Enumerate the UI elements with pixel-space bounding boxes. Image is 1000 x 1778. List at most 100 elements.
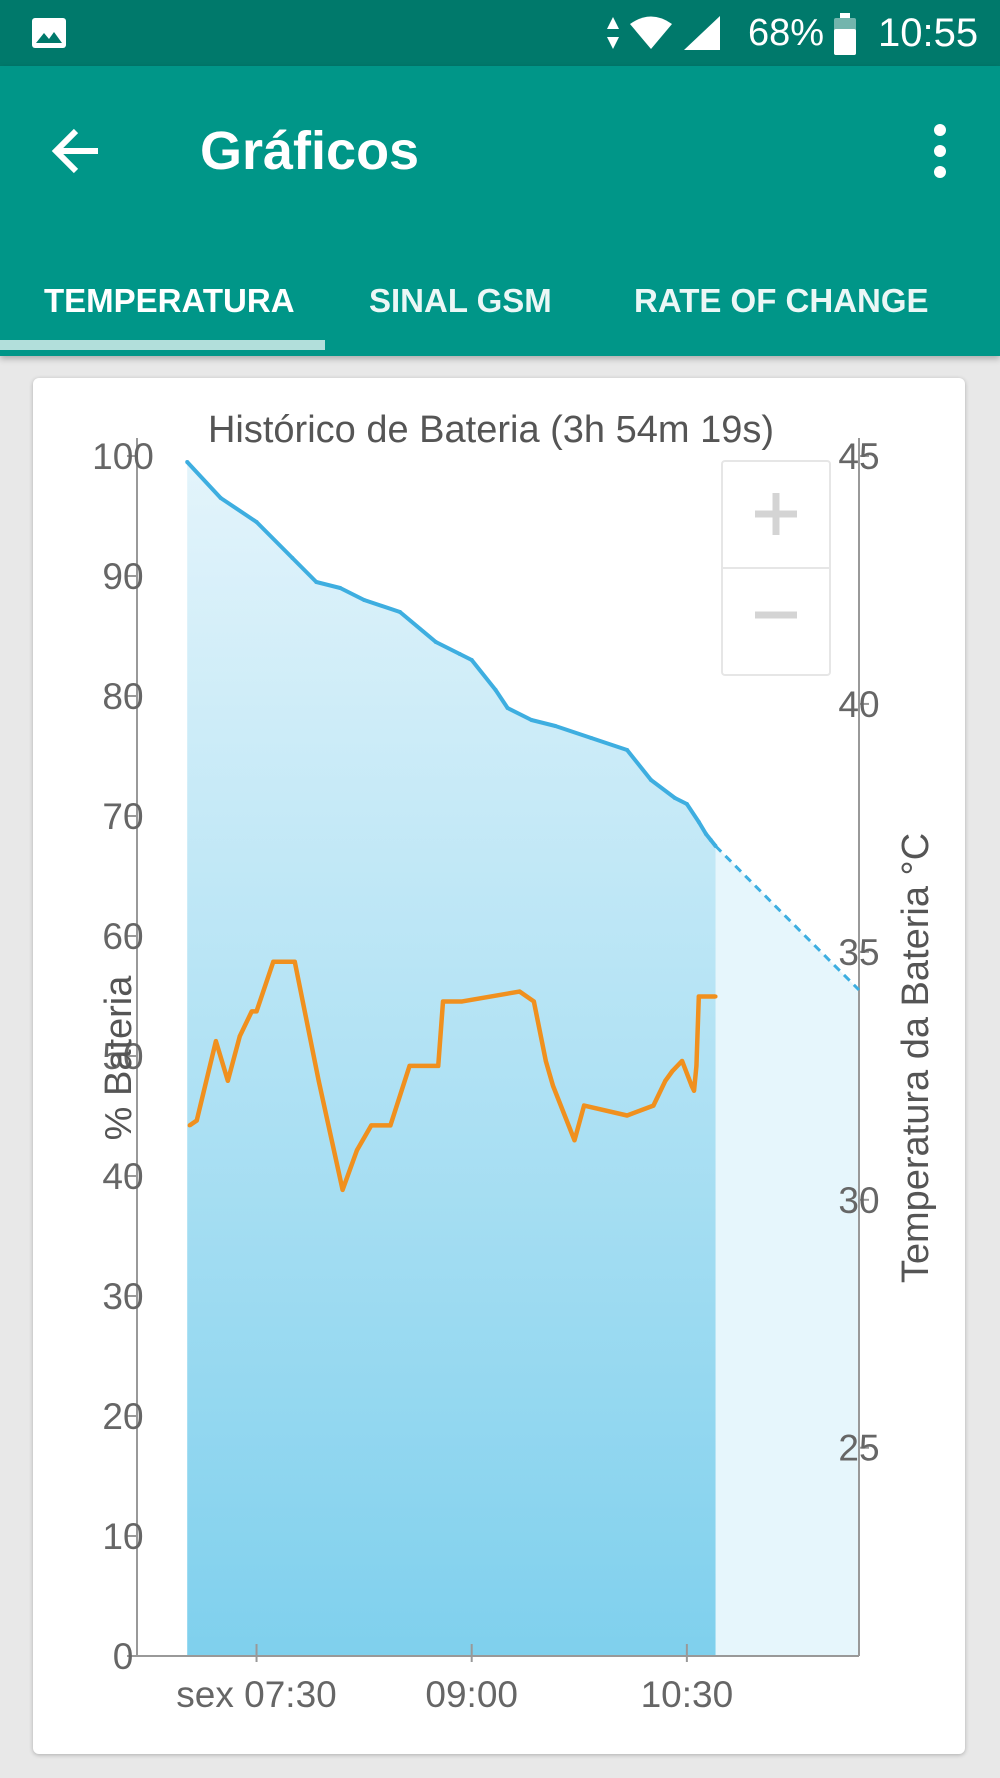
temperature-point: [460, 999, 465, 1004]
y-tick-label: 50: [102, 1036, 143, 1077]
temperature-point: [625, 1113, 630, 1118]
battery-point: [649, 778, 654, 782]
image-icon: [32, 18, 66, 48]
temperature-point: [582, 1103, 587, 1108]
status-bar: 68% 10:55: [0, 0, 1000, 66]
battery-point: [589, 736, 594, 740]
battery-point: [505, 706, 510, 710]
battery-point: [457, 652, 462, 656]
y2-tick-label: 35: [838, 932, 879, 973]
battery-point: [433, 640, 438, 644]
temperature-point: [187, 1123, 192, 1128]
y-tick-label: 70: [102, 796, 143, 837]
temperature-point: [254, 1009, 259, 1014]
temperature-point: [369, 1123, 374, 1128]
battery-icon: [834, 13, 856, 55]
temperature-point: [412, 1063, 417, 1068]
tab-indicator: [0, 340, 325, 350]
wifi-icon: [630, 16, 672, 49]
temperature-point: [271, 959, 276, 964]
battery-area: [187, 462, 716, 1656]
battery-point: [218, 496, 223, 500]
battery-percent: 68%: [748, 12, 825, 54]
tab-sinal-gsm[interactable]: SINAL GSM: [369, 282, 552, 319]
battery-point: [254, 520, 259, 524]
temperature-point: [393, 1108, 398, 1113]
temperature-point: [696, 994, 701, 999]
temperature-point: [316, 1078, 321, 1083]
tab-rate-of-change[interactable]: RATE OF CHANGE: [634, 282, 929, 319]
zoom-out-button[interactable]: [723, 568, 829, 673]
y-tick-label: 80: [102, 676, 143, 717]
chart-card: 0 10 20 30 40 50 60 70 80 90 100 25 30 35 40 45 sex 07:3…: [33, 378, 965, 1754]
battery-point: [185, 460, 190, 464]
battery-point: [672, 796, 677, 800]
temperature-point: [225, 1078, 230, 1083]
app-bar: Gráficos TEMPERATURA SINAL GSM RATE OF C…: [0, 66, 1000, 356]
y2-tick-label: 30: [838, 1180, 879, 1221]
temperature-point: [249, 1009, 254, 1014]
battery-point: [684, 802, 689, 806]
temperature-point: [572, 1138, 577, 1143]
y2-axis-title: Temperatura da Bateria °C: [895, 833, 937, 1283]
temperature-point: [543, 1058, 548, 1063]
temperature-point: [701, 994, 706, 999]
temperature-point: [517, 989, 522, 994]
battery-history-chart[interactable]: 0 10 20 30 40 50 60 70 80 90 100 25 30 35 40 45 sex 07:3…: [33, 378, 965, 1754]
temperature-point: [651, 1103, 656, 1108]
battery-point: [469, 658, 474, 662]
battery-point: [338, 586, 343, 590]
zoom-in-button[interactable]: [723, 462, 829, 569]
temperature-point: [550, 1083, 555, 1088]
temperature-point: [713, 994, 718, 999]
more-vertical-icon[interactable]: [905, 116, 975, 186]
zoom-controls: [721, 460, 831, 676]
y2-tick-label: 45: [838, 436, 879, 477]
signal-icons: [606, 12, 722, 54]
y-tick-label: 40: [102, 1156, 143, 1197]
temperature-point: [213, 1039, 218, 1044]
tab-temperatura[interactable]: TEMPERATURA: [44, 282, 295, 319]
temperature-point: [680, 1058, 685, 1063]
battery-point: [529, 718, 534, 722]
temperature-point: [436, 1063, 441, 1068]
temperature-point: [694, 1063, 699, 1068]
battery-point: [553, 724, 558, 728]
battery-point: [397, 610, 402, 614]
temperature-point: [388, 1123, 393, 1128]
battery-series-line: [185, 460, 718, 848]
x-tick-label: 10:30: [641, 1674, 734, 1715]
temperature-point: [692, 1088, 697, 1093]
battery-point: [314, 580, 319, 584]
temperature-point: [689, 1083, 694, 1088]
y-tick-label: 30: [102, 1276, 143, 1317]
y-tick-label: 0: [113, 1636, 134, 1677]
temperature-point: [441, 999, 446, 1004]
temperature-point: [194, 1118, 199, 1123]
data-arrows-icon: [607, 17, 619, 49]
battery-point: [696, 820, 701, 824]
temperature-point: [237, 1034, 242, 1039]
temperature-point: [292, 959, 297, 964]
temperature-point: [663, 1078, 668, 1083]
temperature-point: [531, 999, 536, 1004]
y2-tick-label: 40: [838, 684, 879, 725]
x-tick-label: sex 07:30: [176, 1674, 336, 1715]
battery-point: [703, 832, 708, 836]
arrow-left-icon[interactable]: [42, 116, 112, 186]
minus-icon: [755, 611, 797, 619]
temperature-series-line: [188, 959, 716, 1193]
y-axis-title: % Bateria: [98, 975, 140, 1141]
y2-tick-label: 25: [838, 1428, 879, 1469]
projection-area: [715, 846, 859, 1656]
page-title: Gráficos: [200, 121, 420, 181]
battery-point: [625, 748, 630, 752]
y-tick-label: 90: [102, 556, 143, 597]
clock: 10:55: [878, 11, 979, 55]
battery-point: [362, 598, 367, 602]
battery-point: [713, 844, 718, 848]
temperature-point: [354, 1148, 359, 1153]
battery-projection-line: [714, 844, 861, 992]
battery-point: [493, 688, 498, 692]
y-tick-label: 60: [102, 916, 143, 957]
